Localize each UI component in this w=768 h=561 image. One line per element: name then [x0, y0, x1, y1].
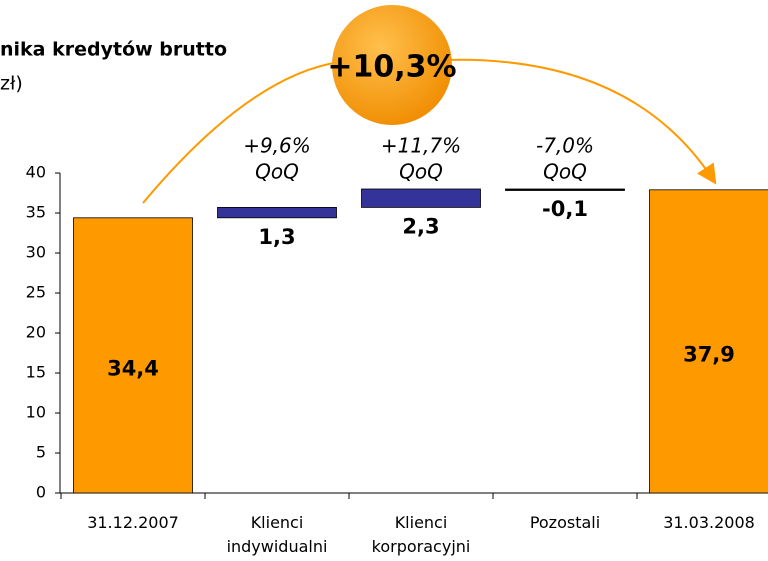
annotation: QoQ [399, 160, 443, 184]
bar [73, 217, 193, 494]
x-tick-line: korporacyjni [372, 537, 471, 556]
y-tick-label: 35 [26, 203, 46, 222]
x-tick-line: Klienci [395, 513, 448, 532]
bar [505, 188, 625, 191]
y-tick-label: 30 [26, 243, 46, 262]
annotation: +9,6% [243, 134, 311, 158]
x-tick-line: indywidualni [227, 537, 328, 556]
y-tick-label: 40 [26, 163, 46, 182]
annotation: +11,7% [381, 134, 461, 158]
x-tick-label: 31.12.2007 [87, 513, 179, 532]
x-tick-label: Pozostali [530, 513, 600, 532]
chart-subtitle: zł) [0, 73, 23, 95]
bar [217, 206, 337, 219]
chart-title: nika kredytów brutto [0, 39, 227, 61]
value-label: 34,4 [107, 356, 159, 380]
bar [649, 189, 768, 494]
x-tick-line: Pozostali [530, 513, 600, 532]
bar [361, 188, 481, 208]
x-tick-line: 31.03.2008 [663, 513, 755, 532]
value-label: 1,3 [258, 225, 295, 249]
x-tick-line: 31.12.2007 [87, 513, 179, 532]
x-tick-line: Klienci [251, 513, 304, 532]
value-label: 37,9 [683, 342, 735, 366]
x-tick-label: Klienci korporacyjni [372, 513, 471, 556]
value-label: 2,3 [402, 214, 439, 238]
change-bubble [332, 5, 452, 125]
x-tick-label: Klienci indywidualni [227, 513, 328, 556]
x-tick-label: 31.03.2008 [663, 513, 755, 532]
annotation: -7,0% [536, 134, 594, 158]
y-tick-label: 0 [36, 483, 46, 502]
y-tick-label: 25 [26, 283, 46, 302]
change-arrow [142, 58, 712, 204]
y-tick-label: 10 [26, 403, 46, 422]
annotation: QoQ [255, 160, 299, 184]
value-label: -0,1 [542, 197, 588, 221]
annotation: QoQ [543, 160, 587, 184]
y-tick-label: 5 [36, 443, 46, 462]
y-tick-label: 20 [26, 323, 46, 342]
total-change: +10,3% [327, 50, 456, 85]
y-tick-label: 15 [26, 363, 46, 382]
